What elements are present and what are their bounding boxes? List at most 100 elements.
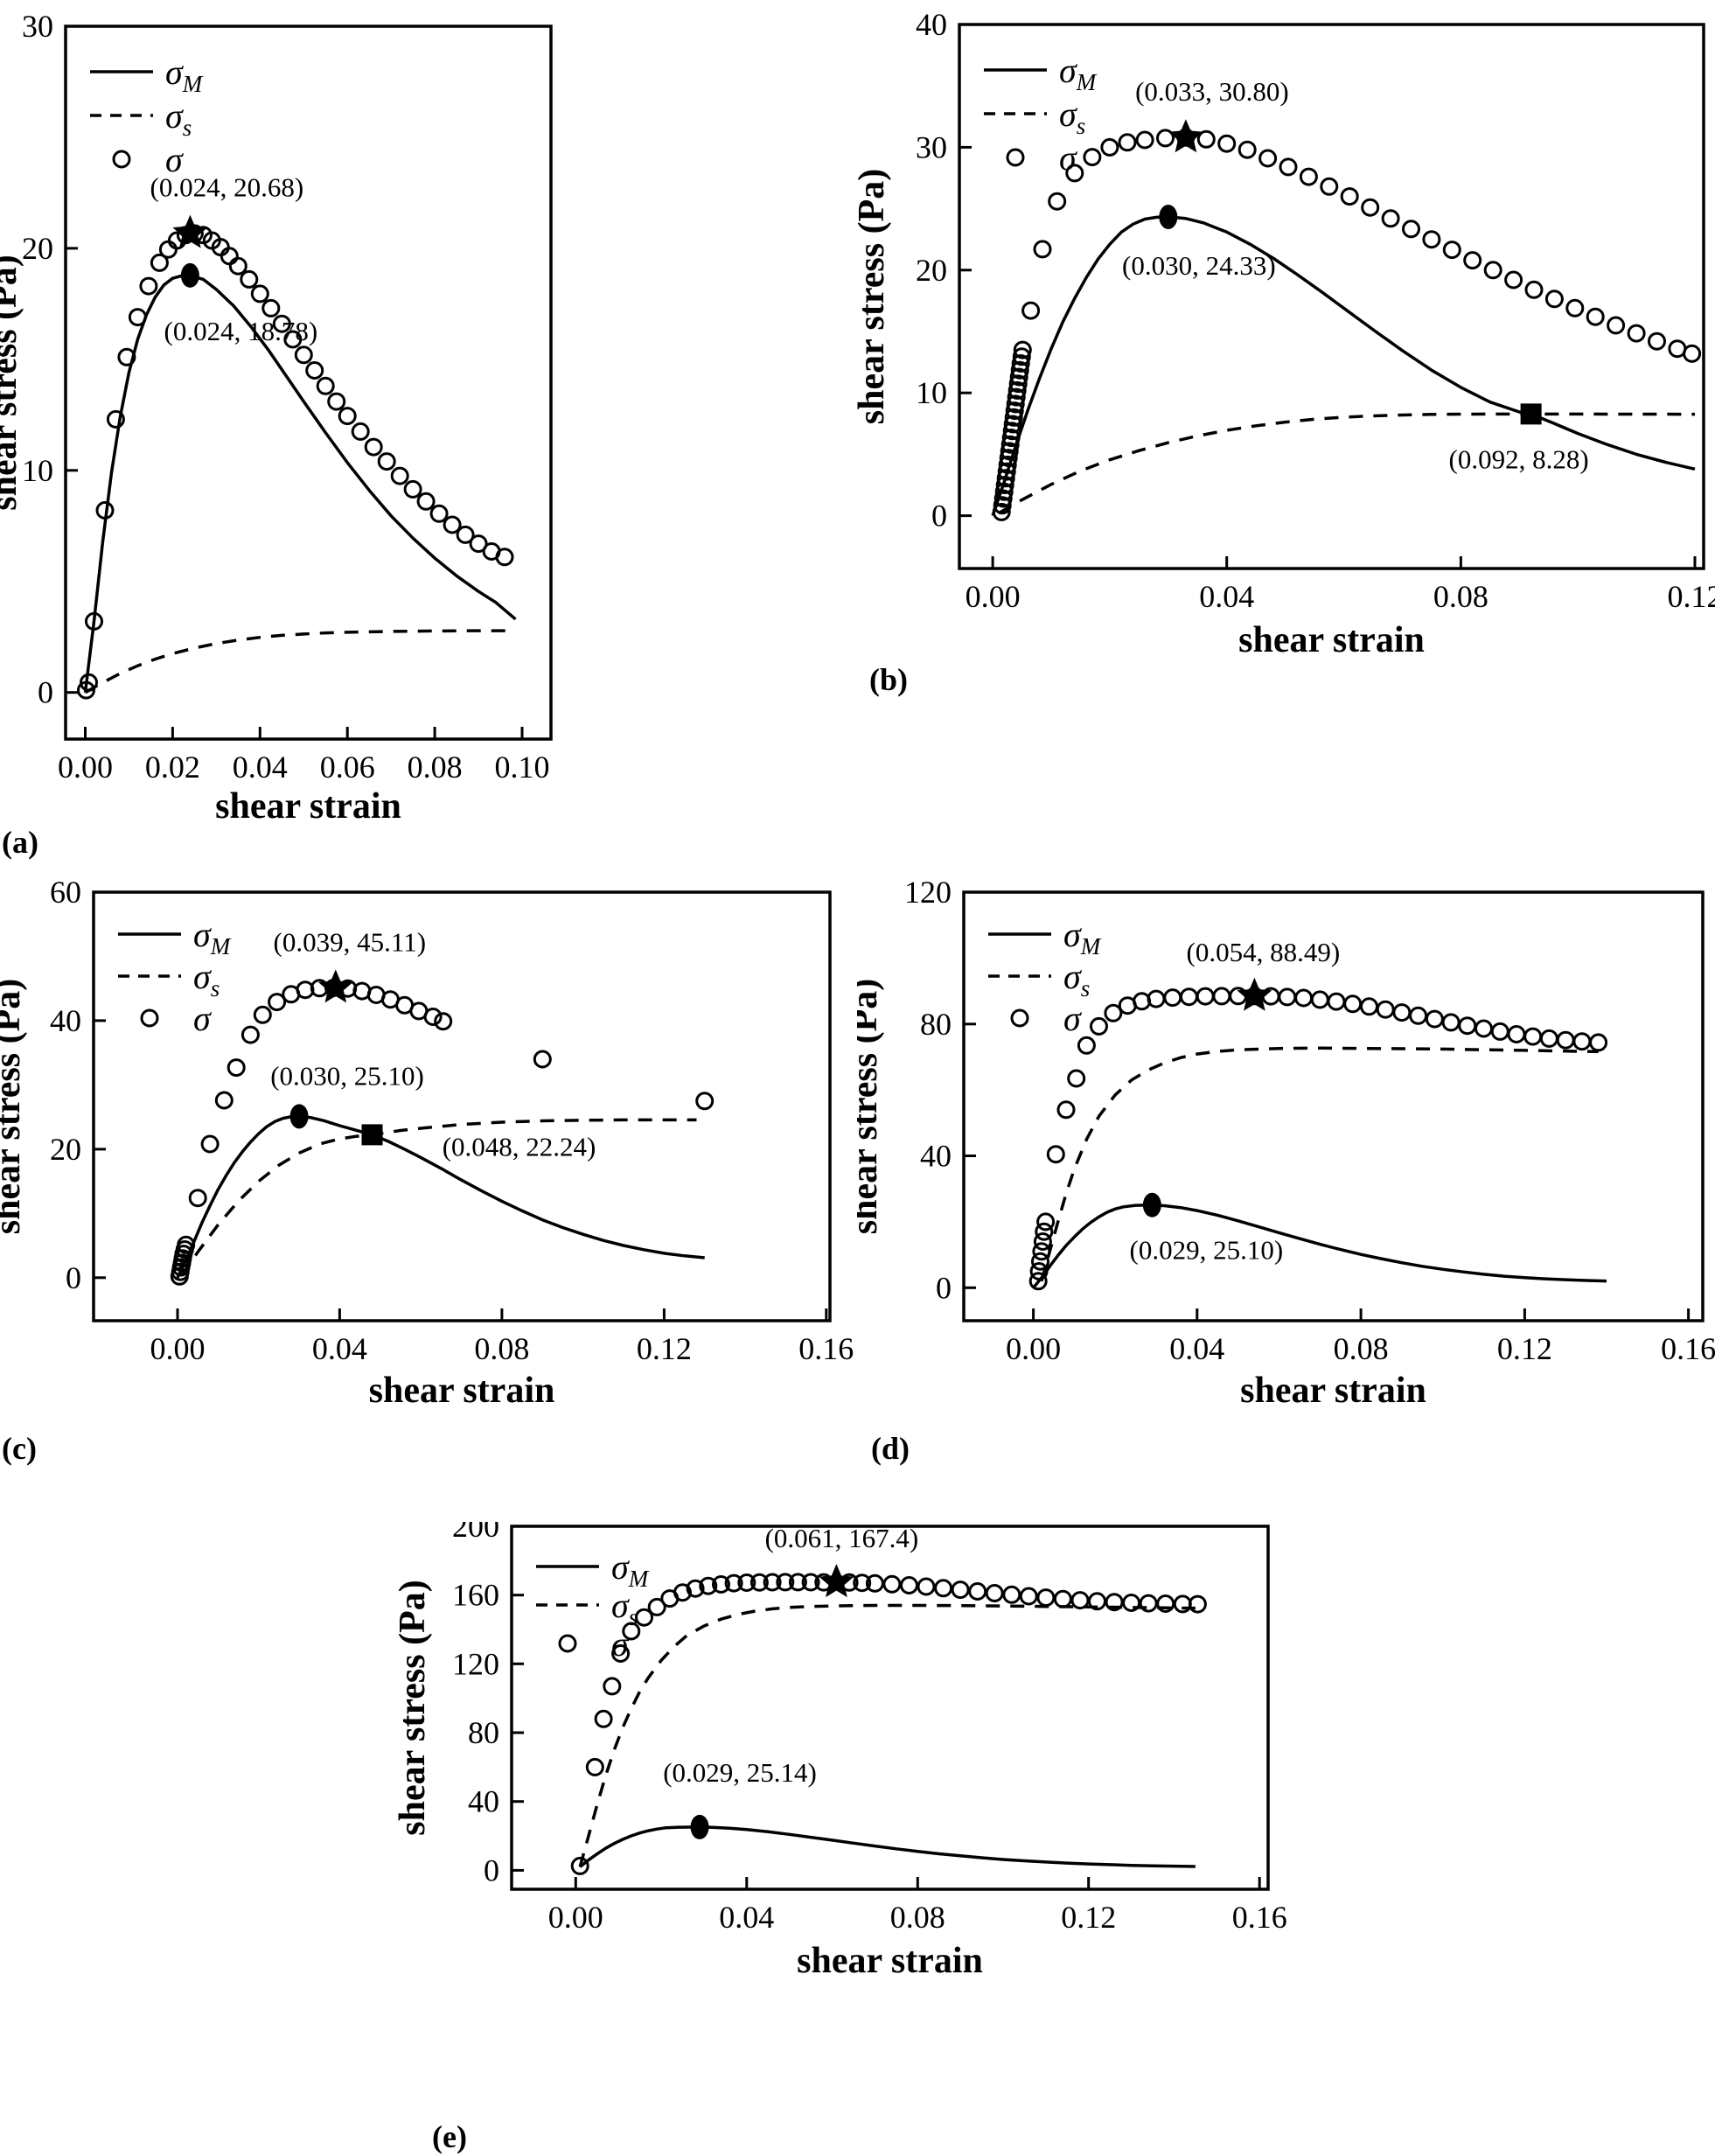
y-tick-label: 60 [50, 875, 81, 910]
legend-label: σs [1059, 94, 1085, 139]
annotation-label: (0.054, 88.49) [1187, 937, 1341, 967]
sigma-data-points [992, 128, 1702, 521]
y-tick-label: 20 [50, 1132, 81, 1167]
annotation-label: (0.024, 20.68) [150, 172, 304, 203]
y-tick-label: 0 [66, 1260, 81, 1295]
x-tick-label: 0.04 [1199, 579, 1254, 614]
sigma-m-curve [1032, 1203, 1607, 1289]
star-marker [317, 969, 353, 1003]
subplot-c: 0.00 0.04 0.08 0.12 0.16 0 20 40 60 shear strain s… [0, 862, 857, 1522]
x-tick-label: 0.16 [798, 1331, 854, 1366]
x-tick-label: 0.00 [58, 750, 113, 785]
annotation-label: (0.029, 25.14) [663, 1757, 817, 1788]
subplot-e: 0.00 0.04 0.08 0.12 0.16 0 40 80 120 160 200 shear … [376, 1522, 1338, 2156]
x-tick-label: 0.16 [1232, 1900, 1287, 1935]
x-tick-label: 0.08 [408, 750, 463, 785]
legend-circle-sample [1010, 1008, 1029, 1028]
y-tick-label: 40 [50, 1003, 81, 1038]
legend-label: σs [1063, 957, 1090, 1001]
star-marker [819, 1564, 854, 1598]
axes-frame [962, 890, 1705, 1322]
legend-circle-sample [558, 1634, 577, 1653]
x-axis-label: shear strain [1240, 1371, 1426, 1411]
legend-label: σ [193, 999, 212, 1038]
x-axis-label: shear strain [1238, 620, 1425, 660]
x-tick-label: 0.02 [145, 750, 200, 785]
chart-a-canvas: 0.00 0.02 0.04 0.06 0.08 0.10 0 10 20 30 shear str… [0, 9, 553, 827]
x-tick-label: 0.00 [150, 1331, 206, 1366]
annotation-label: (0.024, 18.78) [164, 316, 318, 346]
legend-label: σs [611, 1586, 638, 1630]
legend-circle-sample [140, 1008, 159, 1028]
sigma-m-curve [83, 274, 517, 693]
legend-label: σM [1063, 915, 1102, 959]
x-axis-label: shear strain [797, 1941, 983, 1981]
x-tick-label: 0.00 [1006, 1331, 1061, 1366]
x-tick-label: 0.12 [1497, 1331, 1552, 1366]
x-axis-label: shear strain [369, 1371, 555, 1411]
y-tick-label: 80 [468, 1715, 499, 1750]
sigma-data-points [77, 224, 514, 700]
y-tick-label: 0 [484, 1852, 499, 1887]
y-tick-label: 120 [452, 1646, 499, 1681]
legend-circle-sample [112, 150, 131, 169]
y-tick-label: 40 [916, 7, 947, 42]
sigma-s-curve [578, 1603, 1196, 1867]
legend-label: σM [165, 52, 204, 97]
x-tick-label: 0.12 [1668, 579, 1715, 614]
x-tick-label: 0.12 [637, 1331, 692, 1366]
x-tick-label: 0.16 [1661, 1331, 1715, 1366]
y-tick-label: 20 [22, 231, 53, 266]
sigma-s-curve [84, 629, 516, 694]
sigma-s-curve [1040, 1046, 1599, 1282]
x-tick-label: 0.04 [312, 1331, 367, 1366]
square-marker [361, 1124, 383, 1146]
y-axis-label: shear stress (Pa) [393, 1580, 433, 1835]
x-ticks: 0.00 0.04 0.08 0.12 0.16 [150, 1308, 854, 1366]
axes-frame [958, 23, 1705, 570]
y-tick-label: 10 [22, 453, 53, 488]
y-tick-label: 10 [916, 375, 947, 410]
square-marker [1520, 403, 1542, 425]
subplot-d: 0.00 0.04 0.08 0.12 0.16 0 40 80 120 shear strain… [857, 862, 1715, 1522]
x-tick-label: 0.08 [1433, 579, 1488, 614]
x-tick-label: 0.04 [1169, 1331, 1224, 1366]
y-axis-label: shear stress (Pa) [857, 979, 885, 1234]
subplot-a: 0.00 0.02 0.04 0.06 0.08 0.10 0 10 20 30 shear str… [0, 0, 857, 862]
x-tick-label: 0.00 [548, 1900, 603, 1935]
annotation-label: (0.092, 8.28) [1449, 443, 1589, 474]
y-tick-label: 200 [452, 1522, 499, 1544]
y-ticks: 0 40 80 120 160 200 [452, 1522, 524, 1887]
y-tick-label: 30 [916, 129, 947, 164]
dot-marker [690, 1814, 709, 1839]
x-tick-label: 0.00 [966, 579, 1021, 614]
x-tick-label: 0.08 [474, 1331, 529, 1366]
y-tick-label: 30 [22, 9, 53, 44]
chart-c-canvas: 0.00 0.04 0.08 0.12 0.16 0 20 40 60 shear strain s… [0, 875, 854, 1411]
annotation-label: (0.029, 25.10) [1130, 1235, 1284, 1266]
legend-label: σ [611, 1624, 630, 1664]
x-tick-label: 0.12 [1061, 1900, 1116, 1935]
panel-label-e: (e) [432, 2119, 467, 2154]
star-marker [172, 214, 208, 248]
legend-label: σs [193, 957, 220, 1001]
annotation-label: (0.061, 167.4) [765, 1523, 919, 1553]
x-ticks: 0.00 0.04 0.08 0.12 [966, 556, 1715, 614]
y-tick-label: 80 [920, 1007, 952, 1042]
y-tick-label: 0 [931, 499, 947, 534]
y-tick-label: 20 [916, 253, 947, 288]
legend-label: σM [1059, 51, 1098, 95]
x-tick-label: 0.08 [1334, 1331, 1389, 1366]
y-axis-label: shear stress (Pa) [0, 255, 24, 510]
dot-marker [180, 262, 199, 288]
x-tick-label: 0.06 [320, 750, 375, 785]
axes-frame [92, 890, 832, 1322]
x-tick-label: 0.04 [719, 1900, 774, 1935]
x-tick-label: 0.04 [233, 750, 288, 785]
dot-marker [1159, 205, 1178, 230]
